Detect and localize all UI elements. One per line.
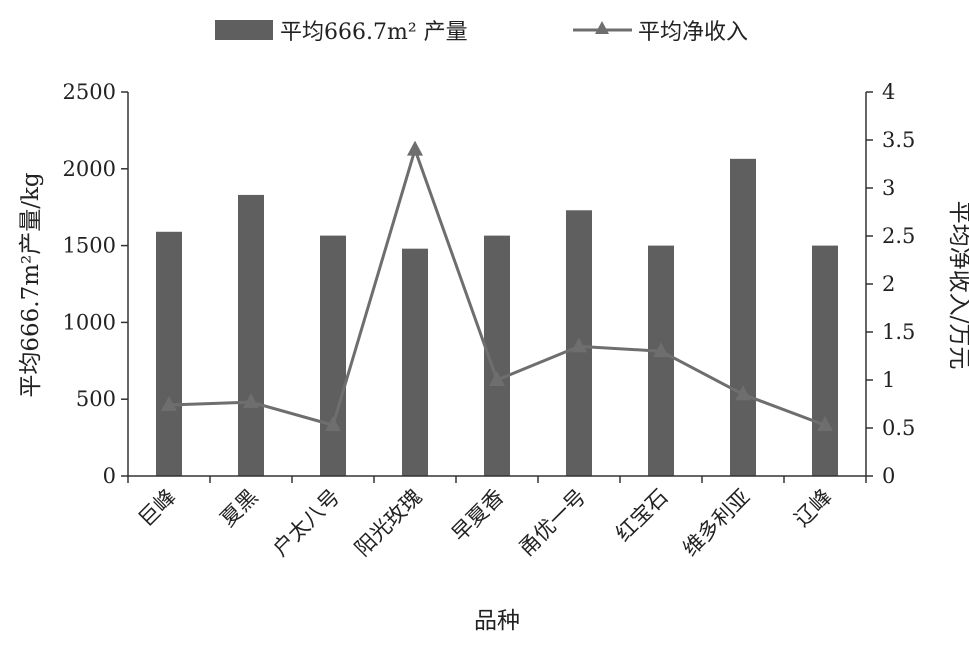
category-label: 甬优一号	[514, 485, 590, 561]
y-tick-label: 500	[76, 387, 116, 411]
y-tick-label: 0	[103, 464, 116, 488]
y2-tick-label: 1	[882, 368, 895, 392]
y-tick-label: 2000	[63, 157, 116, 181]
category-label: 维多利亚	[678, 485, 754, 561]
tick-labels: 0 500 1000 1500 2000 2500 0 0.5 1 1.5 2 2.5 3 3.5 4	[63, 80, 916, 488]
bar-series	[156, 158, 838, 477]
category-labels: 巨峰 夏黑 户太八号 阳光玫瑰 早夏香 甬优一号 红宝石 维多利亚 辽峰	[134, 485, 837, 561]
legend-line-label: 平均净收入	[638, 20, 748, 45]
bar	[156, 231, 182, 476]
y2-tick-label: 0.5	[882, 416, 915, 440]
line-point	[735, 385, 751, 401]
y2-tick-label: 3.5	[882, 128, 915, 152]
category-label: 辽峰	[790, 485, 837, 532]
axes	[121, 91, 873, 483]
y2-tick-label: 3	[882, 176, 895, 200]
y-tick-label: 1000	[63, 310, 116, 334]
legend-triangle-marker	[595, 21, 609, 34]
y2-axis-title: 平均净收入/万元	[946, 201, 969, 370]
category-label: 早夏香	[447, 485, 509, 547]
category-label: 巨峰	[134, 485, 181, 532]
line-point	[325, 416, 341, 432]
category-label: 红宝石	[611, 485, 673, 547]
legend-bar-label: 平均666.7m² 产量	[280, 20, 468, 45]
bar	[238, 194, 264, 477]
category-label: 夏黑	[216, 485, 263, 532]
bar	[812, 245, 838, 476]
x-axis-title: 品种	[474, 608, 520, 634]
y-tick-label: 1500	[63, 234, 116, 258]
category-label: 户太八号	[268, 485, 344, 561]
line-point	[489, 371, 505, 386]
line-point	[653, 342, 669, 358]
line-series	[161, 140, 833, 432]
legend-bar-swatch	[215, 20, 273, 40]
legend: 平均666.7m² 产量 平均净收入	[215, 20, 748, 45]
y2-tick-label: 1.5	[882, 320, 915, 344]
category-label: 阳光玫瑰	[350, 485, 426, 561]
line-point	[571, 337, 587, 353]
y2-tick-label: 4	[882, 80, 895, 104]
y2-tick-label: 2	[882, 272, 895, 296]
y2-tick-label: 2.5	[882, 224, 915, 248]
line-point	[817, 416, 833, 432]
line-point	[407, 140, 423, 156]
line-point	[161, 395, 177, 411]
y-axis-title: 平均666.7m²产量/kg	[18, 172, 44, 398]
bar	[320, 235, 346, 476]
y-tick-label: 2500	[63, 80, 116, 104]
y2-tick-label: 0	[882, 464, 895, 488]
line-point	[243, 393, 259, 409]
bar	[730, 158, 756, 477]
bar	[648, 245, 674, 476]
bar	[402, 248, 428, 476]
